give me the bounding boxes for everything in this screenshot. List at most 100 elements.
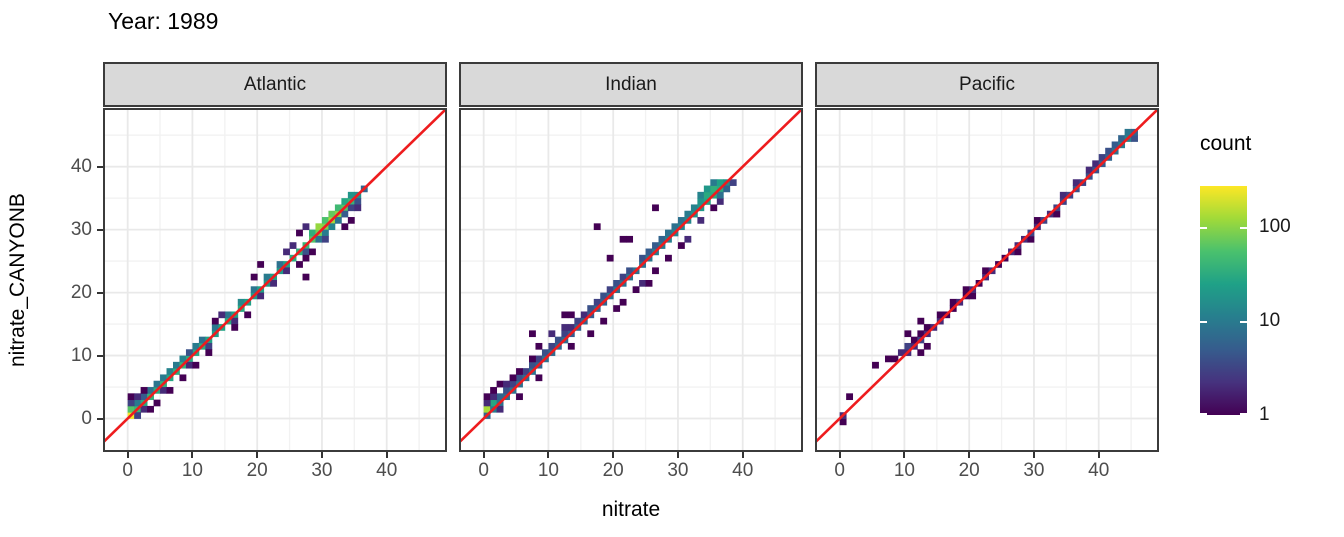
legend-gradient-bar [1200, 186, 1247, 415]
x-tick-mark [838, 452, 841, 458]
heat-bin [962, 286, 970, 293]
heat-bin [185, 361, 193, 369]
heat-bin [166, 387, 174, 394]
heat-bin [982, 267, 990, 275]
heat-bin [936, 311, 944, 319]
legend-tick-label: 1 [1259, 404, 1270, 425]
heat-bin [147, 387, 154, 394]
heat-bin [276, 261, 284, 268]
heat-bin [684, 210, 692, 218]
x-tick-mark [547, 452, 550, 458]
legend-tick-mark [1240, 226, 1247, 229]
heat-bin [496, 393, 504, 401]
heat-bin [561, 311, 569, 319]
heat-bin [140, 405, 148, 413]
heat-bin [483, 399, 491, 407]
heat-bin [334, 217, 342, 224]
x-tick-mark [320, 452, 323, 458]
heat-bin [567, 311, 575, 319]
heat-bin [606, 254, 614, 262]
facet-strip-indian: Indian [459, 62, 803, 107]
heat-bin [192, 361, 200, 369]
heat-bin [652, 267, 659, 275]
heat-bin [211, 324, 219, 331]
facet-strip-label: Pacific [959, 73, 1015, 95]
y-tick-mark [97, 291, 103, 294]
heat-bin [127, 405, 135, 413]
heat-bin [606, 286, 614, 293]
facet-indian: Indian [459, 62, 803, 452]
heat-bin [354, 204, 362, 212]
heat-bin [904, 330, 912, 338]
facet-atlantic: Atlantic [103, 62, 447, 452]
heat-bin [328, 223, 336, 231]
heat-bin [198, 336, 206, 344]
heat-bin [134, 399, 142, 407]
x-tick-mark [191, 452, 194, 458]
heat-bin [697, 198, 705, 205]
heat-bin [593, 223, 601, 231]
heat-bin [296, 229, 303, 237]
heat-bin [302, 223, 310, 231]
heat-bin [302, 248, 310, 256]
heat-bin [716, 191, 724, 199]
y-tick-mark [97, 417, 103, 420]
heat-bin [639, 254, 646, 262]
heat-bin [140, 393, 148, 401]
facet-strip-label: Indian [605, 73, 657, 95]
heat-bin [173, 361, 180, 369]
facet-pacific: Pacific [815, 62, 1159, 452]
heat-bin [587, 330, 595, 338]
heat-bin [535, 355, 543, 363]
x-tick-mark [741, 452, 744, 458]
heat-bin [516, 393, 523, 401]
heat-bin [710, 204, 718, 212]
heat-bin [134, 393, 142, 401]
heat-bin [716, 198, 724, 205]
heat-bin [548, 330, 556, 338]
heat-bin [619, 298, 627, 306]
x-tick-label: 0 [122, 460, 133, 481]
legend-tick-mark [1200, 413, 1207, 415]
heat-bin [490, 387, 498, 394]
heat-bin [283, 267, 290, 275]
x-tick-label: 0 [478, 460, 489, 481]
heat-bin [729, 179, 737, 186]
heat-bin [321, 217, 329, 224]
heat-bin [244, 311, 252, 319]
x-tick-mark [482, 452, 485, 458]
heat-bin [321, 235, 329, 243]
heat-bin [483, 405, 491, 413]
heat-bin [147, 405, 154, 413]
heat-bin [697, 217, 705, 224]
x-tick-label: 0 [834, 460, 845, 481]
heat-bin [179, 374, 187, 382]
heat-bin [671, 223, 679, 231]
heat-bin [897, 349, 905, 356]
heat-bin [205, 342, 213, 350]
heat-bin [639, 280, 646, 287]
heat-bin [341, 210, 349, 218]
heat-bin [1014, 248, 1022, 256]
heat-bin [250, 273, 258, 281]
identity-line [105, 110, 445, 443]
heat-bin [1072, 179, 1080, 186]
heat-bin [917, 317, 925, 325]
heat-bin [302, 254, 310, 262]
heat-bin [917, 330, 925, 338]
heat-bin [1111, 141, 1119, 149]
heat-bin [923, 324, 931, 331]
heat-bin [283, 248, 290, 256]
x-tick-label: 20 [602, 460, 624, 481]
heat-bin [354, 198, 362, 205]
y-tick-mark [97, 354, 103, 357]
heat-bin [593, 298, 601, 306]
heat-bin [205, 349, 213, 356]
x-tick-label: 30 [667, 460, 689, 481]
heat-bin [302, 273, 310, 281]
heat-bin [567, 324, 575, 331]
x-tick-mark [256, 452, 259, 458]
heat-bin [153, 399, 161, 407]
heat-bin [127, 399, 135, 407]
